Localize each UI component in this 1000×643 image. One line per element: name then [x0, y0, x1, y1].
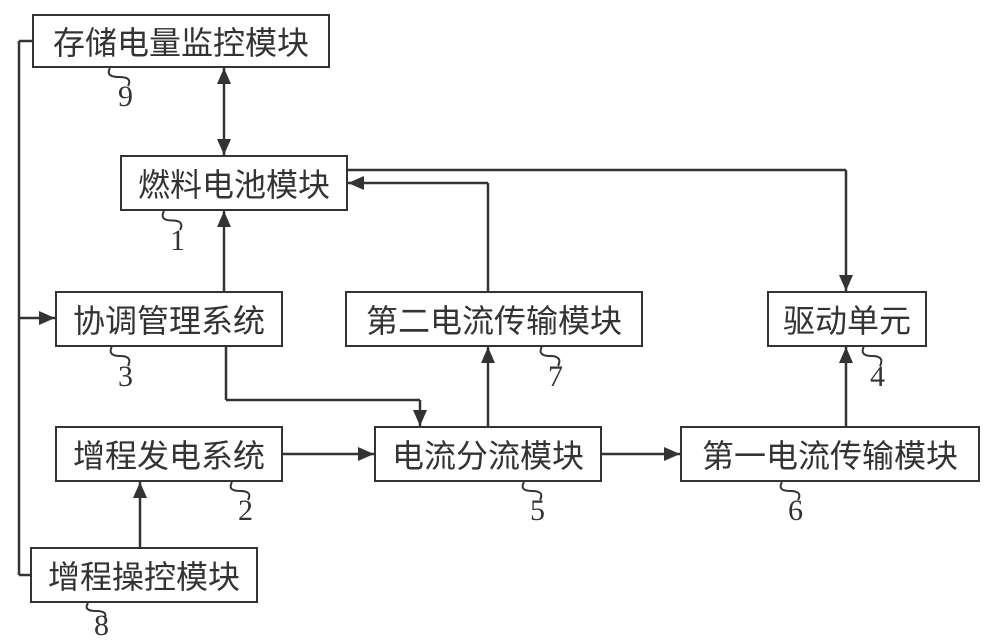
- node-n4: 驱动单元: [767, 291, 927, 347]
- node-label: 第二电流传输模块: [366, 296, 622, 342]
- node-number-n2: 2: [238, 494, 253, 528]
- node-n7: 第二电流传输模块: [345, 291, 643, 347]
- diagram-canvas: 存储电量监控模块 9 燃料电池模块 1 协调管理系统 3 第二电流传输模块 7 驱动单元 4 增程发…: [0, 0, 1000, 617]
- node-number-n1: 1: [170, 224, 185, 258]
- node-n1: 燃料电池模块: [120, 155, 348, 211]
- node-label: 燃料电池模块: [138, 160, 330, 206]
- node-n9: 存储电量监控模块: [32, 14, 330, 68]
- node-label: 协调管理系统: [73, 296, 265, 342]
- node-number-n9: 9: [118, 80, 133, 114]
- node-number-n4: 4: [870, 360, 885, 394]
- node-label: 电流分流模块: [392, 431, 584, 477]
- node-number-n3: 3: [118, 360, 133, 394]
- node-number-n6: 6: [788, 494, 803, 528]
- node-number-n8: 8: [94, 609, 109, 643]
- node-n5: 电流分流模块: [374, 426, 602, 482]
- node-n3: 协调管理系统: [55, 291, 283, 347]
- node-n2: 增程发电系统: [55, 426, 283, 482]
- node-number-n5: 5: [530, 494, 545, 528]
- node-n6: 第一电流传输模块: [680, 426, 980, 482]
- node-label: 增程操控模块: [48, 552, 240, 598]
- node-label: 第一电流传输模块: [702, 431, 958, 477]
- node-label: 存储电量监控模块: [53, 18, 309, 64]
- node-label: 增程发电系统: [73, 431, 265, 477]
- node-n8: 增程操控模块: [30, 547, 258, 603]
- node-number-n7: 7: [548, 360, 563, 394]
- node-label: 驱动单元: [783, 296, 911, 342]
